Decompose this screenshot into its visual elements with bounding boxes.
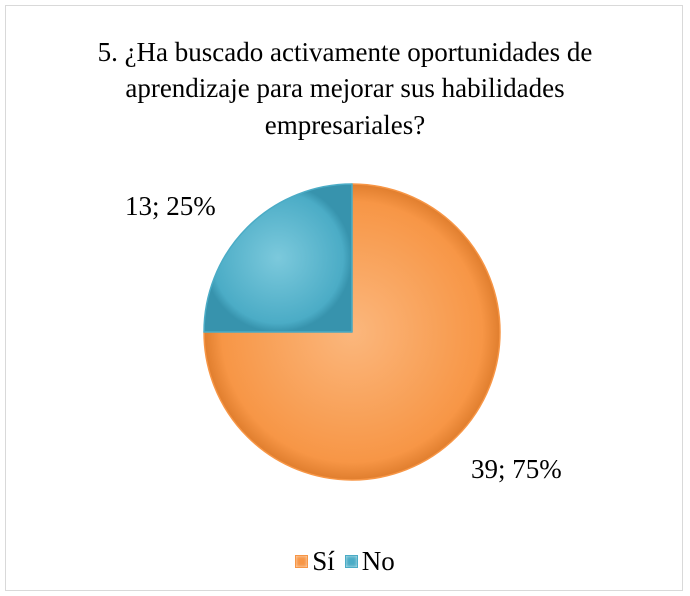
- legend: Sí No: [0, 546, 690, 577]
- legend-swatch-no: [344, 555, 358, 568]
- data-label-si: 39; 75%: [471, 454, 562, 484]
- chart-title: 5. ¿Ha buscado activamente oportunidades…: [97, 37, 593, 140]
- legend-entry-no: No: [344, 546, 395, 577]
- legend-entry-si: Sí: [295, 546, 335, 577]
- legend-label-no: No: [361, 546, 395, 576]
- data-label-no: 13; 25%: [125, 191, 216, 221]
- legend-label-si: Sí: [312, 546, 335, 576]
- pie-slice-no: [203, 183, 353, 333]
- legend-swatch-si: [295, 555, 309, 568]
